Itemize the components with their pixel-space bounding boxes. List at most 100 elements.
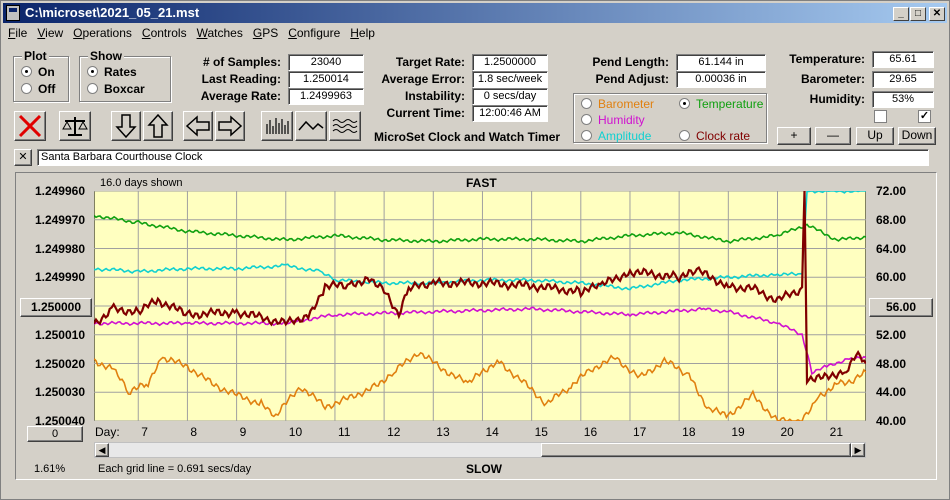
current-time-label: Current Time: xyxy=(386,106,465,120)
right-tick-label: 64.00 xyxy=(876,241,907,256)
show-boxcar-radio[interactable]: Boxcar xyxy=(87,82,145,96)
day-tick-label: 20 xyxy=(780,425,794,439)
temperature-value: 65.61 xyxy=(872,51,934,68)
left-tick-label: 1.249970 xyxy=(34,212,85,227)
last-reading-value: 1.250014 xyxy=(288,71,364,88)
title-bar[interactable]: C:\microset\2021_05_21.mst _ □ ✕ xyxy=(3,3,947,23)
scroll-right-button[interactable]: ▶ xyxy=(851,443,865,457)
current-time-value: 12:00:46 AM xyxy=(472,105,548,122)
scroll-left-button[interactable]: ◀ xyxy=(95,443,109,457)
day-tick-label: 18 xyxy=(682,425,696,439)
minimize-button[interactable]: _ xyxy=(893,7,909,21)
series-line xyxy=(94,191,866,386)
left-tick-label: 1.250030 xyxy=(34,385,85,400)
radio-selected-icon xyxy=(679,98,690,109)
right-center-button[interactable]: 56.00 xyxy=(869,298,933,317)
horizontal-scrollbar[interactable]: ◀ ▶ xyxy=(94,442,866,458)
wave-view-button[interactable] xyxy=(329,111,361,141)
arrow-right-button[interactable] xyxy=(215,111,245,141)
offset-button[interactable]: 0 xyxy=(27,426,83,442)
average-error-label: Average Error: xyxy=(381,72,465,86)
line-view-button[interactable] xyxy=(295,111,327,141)
left-tick-label: 1.250020 xyxy=(34,356,85,371)
down-button[interactable]: Down xyxy=(898,127,936,145)
day-tick-label: 21 xyxy=(829,425,844,439)
menu-bar: File View Operations Controls Watches GPS Conf… xyxy=(3,25,947,43)
day-tick-label: 13 xyxy=(436,425,450,439)
arrow-down-button[interactable] xyxy=(111,111,141,141)
radio-selected-icon xyxy=(21,66,32,77)
average-error-value: 1.8 sec/week xyxy=(472,71,548,88)
right-tick-label: 68.00 xyxy=(876,212,907,227)
plot-frame xyxy=(15,172,937,480)
left-tick-label: 1.250010 xyxy=(34,327,85,342)
arrow-left-button[interactable] xyxy=(183,111,213,141)
samples-label: # of Samples: xyxy=(202,55,281,69)
day-axis-label: Day: xyxy=(95,425,120,439)
fast-label: FAST xyxy=(466,176,497,190)
up-button[interactable]: Up xyxy=(856,127,894,145)
plot-off-radio[interactable]: Off xyxy=(21,82,55,96)
left-tick-label: 1.249980 xyxy=(34,241,85,256)
minus-button[interactable]: — xyxy=(815,127,851,145)
arrow-down-icon xyxy=(115,114,137,139)
day-tick-label: 19 xyxy=(731,425,745,439)
rate-chart[interactable] xyxy=(94,191,866,421)
menu-configure[interactable]: Configure xyxy=(288,26,341,40)
left-tick-label: 1.249960 xyxy=(34,184,85,198)
menu-operations[interactable]: Operations xyxy=(73,26,132,40)
menu-watches[interactable]: Watches xyxy=(196,26,243,40)
barometer-label: Barometer: xyxy=(800,72,865,86)
maximize-button[interactable]: □ xyxy=(910,7,926,21)
clock-rate-radio[interactable]: Clock rate xyxy=(679,129,750,143)
arrow-up-button[interactable] xyxy=(143,111,173,141)
bars-view-button[interactable] xyxy=(261,111,293,141)
menu-controls[interactable]: Controls xyxy=(141,26,187,40)
menu-help[interactable]: Help xyxy=(350,26,375,40)
amplitude-radio[interactable]: Amplitude xyxy=(581,129,651,143)
clear-button[interactable] xyxy=(14,111,46,141)
radio-empty-icon xyxy=(87,83,98,94)
close-button[interactable]: ✕ xyxy=(929,7,945,21)
show-rates-radio[interactable]: Rates xyxy=(87,65,137,79)
left-checkbox[interactable] xyxy=(874,110,887,123)
radio-empty-icon xyxy=(581,114,592,125)
instability-value: 0 secs/day xyxy=(472,88,548,105)
clock-name-input[interactable]: Santa Barbara Courthouse Clock xyxy=(37,149,929,166)
temperature-radio[interactable]: Temperature xyxy=(679,97,763,111)
menu-file[interactable]: File xyxy=(8,26,28,40)
last-reading-label: Last Reading: xyxy=(201,72,281,86)
pend-adjust-label: Pend Adjust: xyxy=(595,72,669,86)
right-checkbox[interactable]: ✓ xyxy=(918,110,931,123)
slow-label: SLOW xyxy=(466,462,502,476)
scroll-thumb[interactable] xyxy=(541,443,851,457)
day-tick-label: 12 xyxy=(387,425,401,439)
humidity-radio[interactable]: Humidity xyxy=(581,113,645,127)
target-rate-label: Target Rate: xyxy=(395,55,465,69)
left-center-button[interactable]: 1.250000 xyxy=(20,298,92,317)
app-icon[interactable] xyxy=(6,5,20,21)
plot-on-radio[interactable]: On xyxy=(21,65,55,79)
sensor-select-group xyxy=(573,93,767,143)
balance-button[interactable] xyxy=(59,111,91,141)
plus-button[interactable]: + xyxy=(777,127,811,145)
balance-scale-icon xyxy=(62,117,88,136)
radio-empty-icon xyxy=(21,83,32,94)
right-tick-label: 72.00 xyxy=(876,184,907,198)
line-graph-icon xyxy=(298,120,324,131)
series-line xyxy=(94,214,866,244)
left-tick-label: 1.249990 xyxy=(34,270,85,285)
day-tick-label: 7 xyxy=(141,425,148,439)
radio-selected-icon xyxy=(87,66,98,77)
arrow-up-icon xyxy=(147,113,169,138)
menu-gps[interactable]: GPS xyxy=(252,26,279,40)
day-tick-label: 11 xyxy=(337,425,351,439)
humidity-label: Humidity: xyxy=(809,92,865,106)
day-tick-label: 15 xyxy=(534,425,548,439)
days-shown-label: 16.0 days shown xyxy=(100,177,183,189)
barometer-value: 29.65 xyxy=(872,71,934,88)
target-rate-value: 1.2500000 xyxy=(472,54,548,71)
clear-clock-button[interactable]: ✕ xyxy=(14,149,32,166)
barometer-radio[interactable]: Barometer xyxy=(581,97,654,111)
menu-view[interactable]: View xyxy=(37,26,64,40)
